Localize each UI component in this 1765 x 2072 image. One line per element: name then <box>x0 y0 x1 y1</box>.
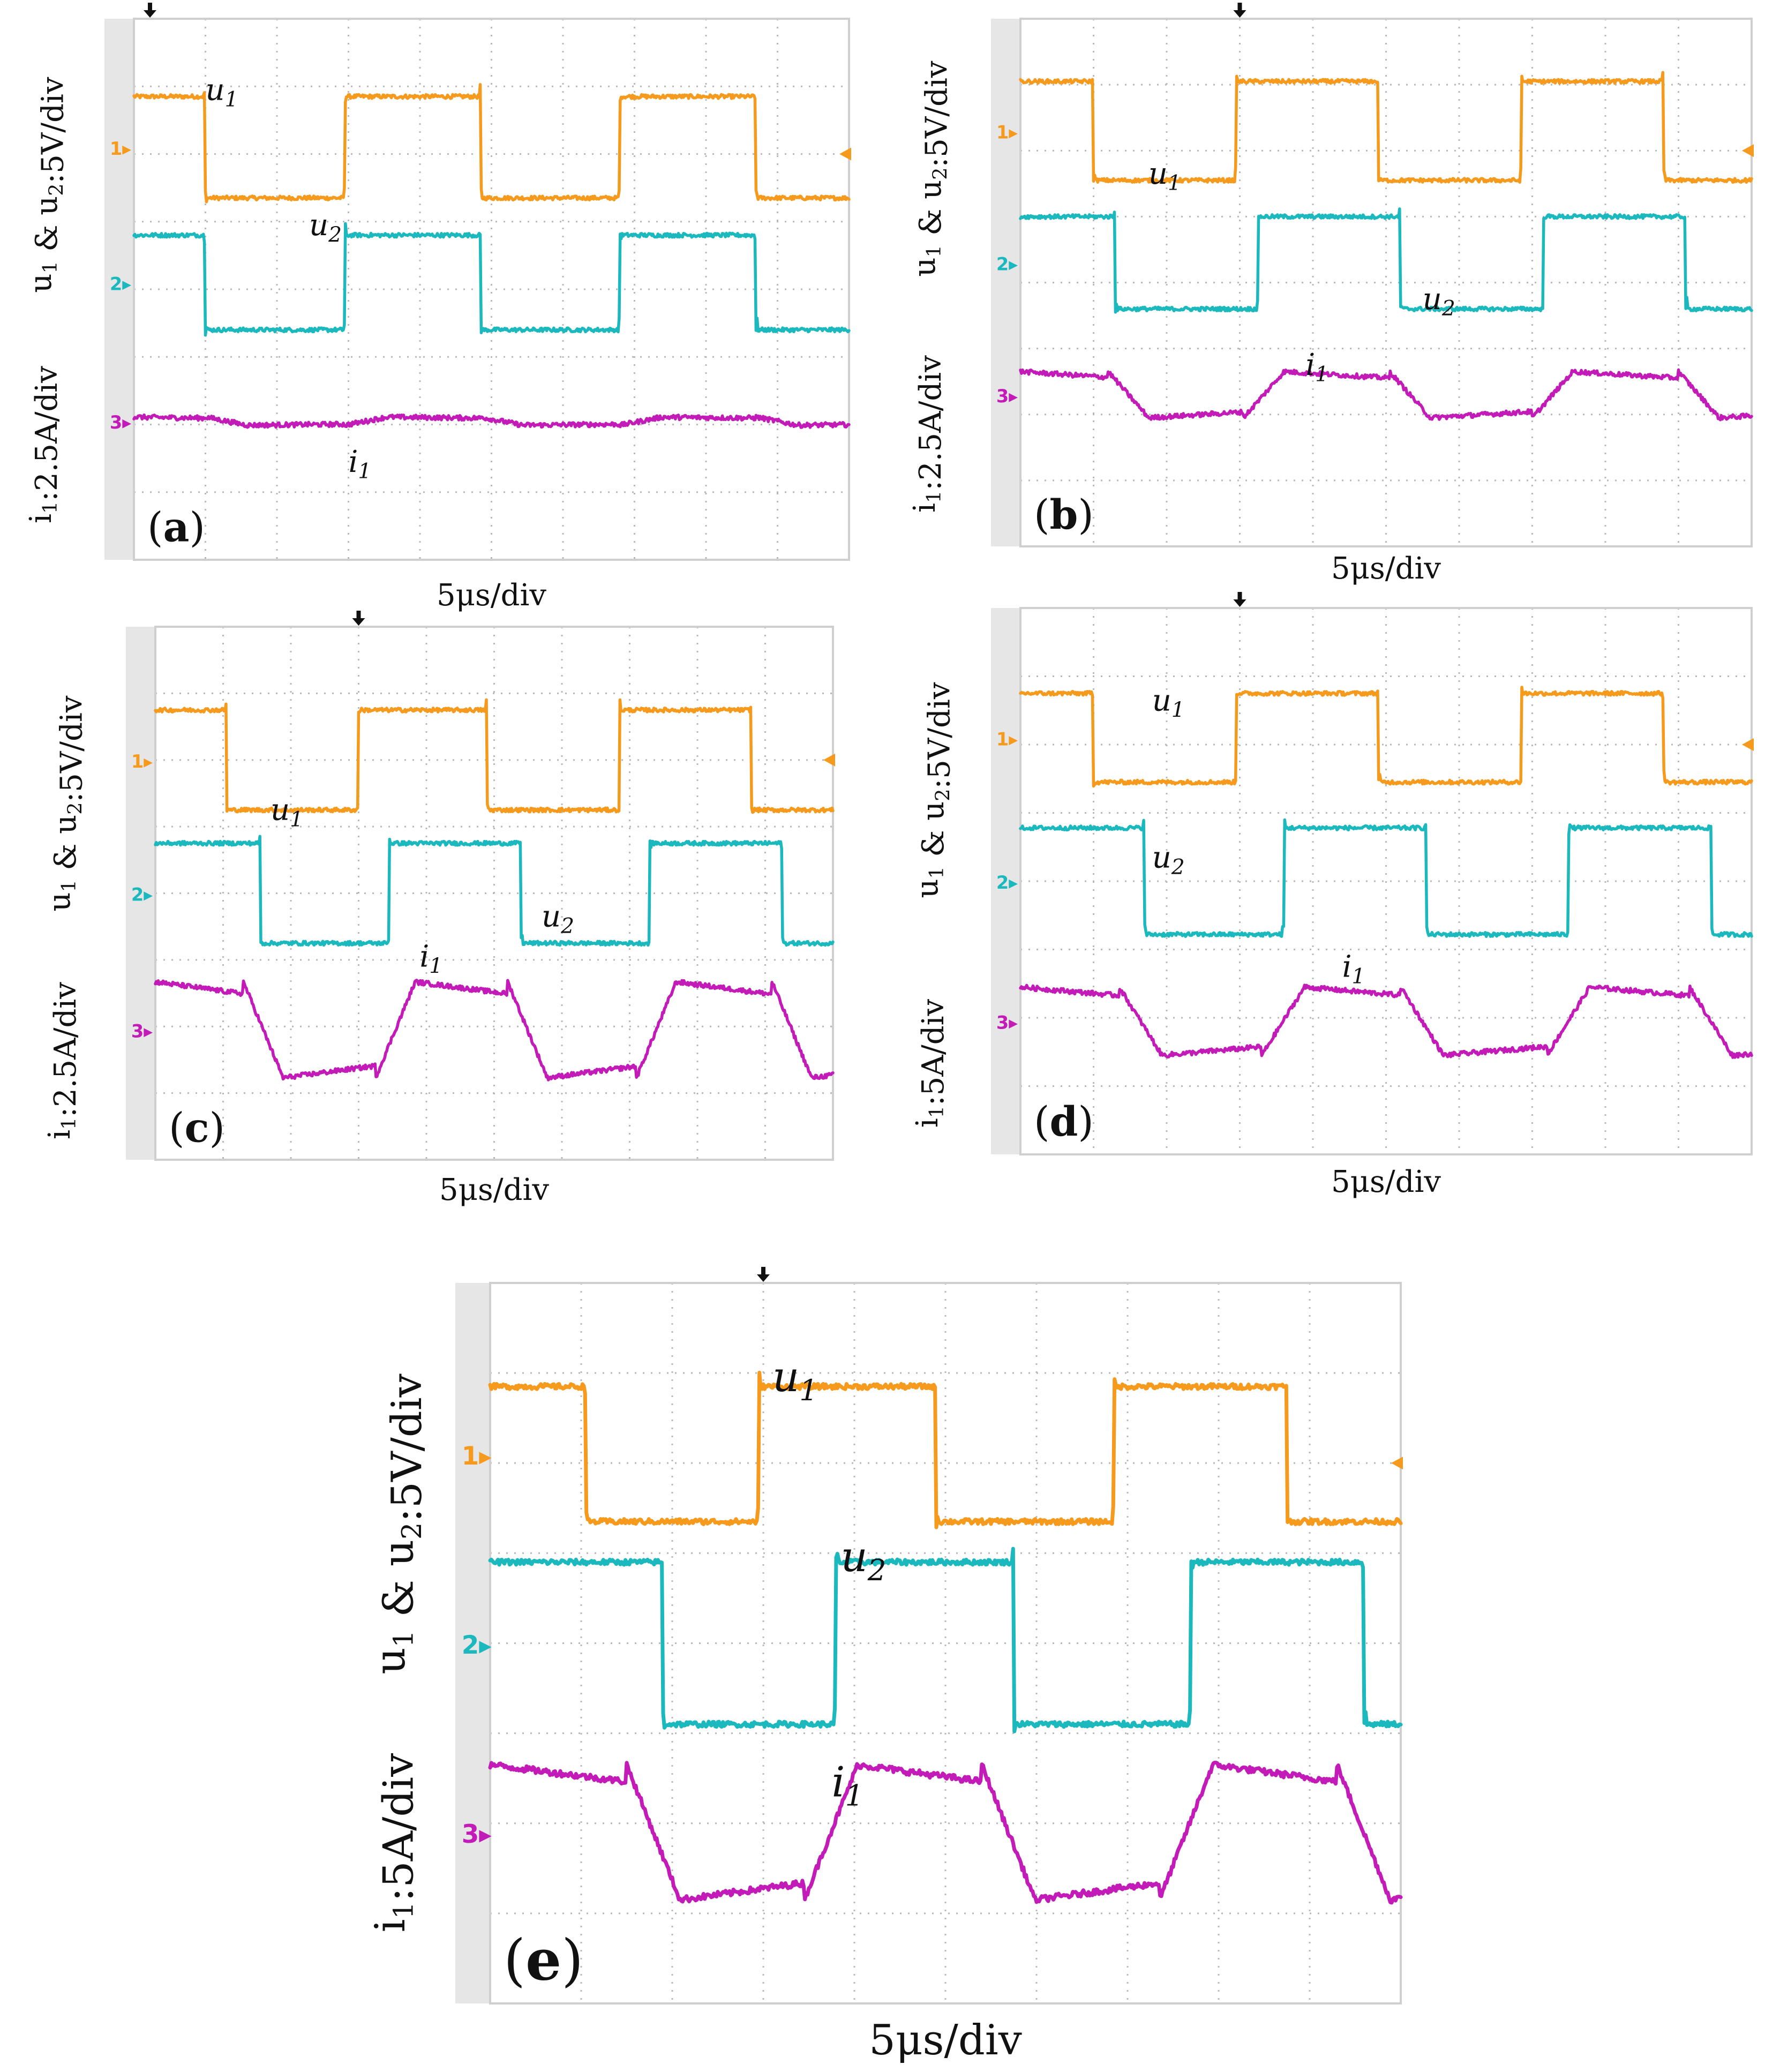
level-arrow <box>1742 738 1754 751</box>
trace-label-u2: u2 <box>841 1533 887 1587</box>
trace-i1 <box>1019 984 1753 1059</box>
scope-border <box>1019 18 1753 547</box>
channel-marker-3: 3▸ <box>110 412 131 433</box>
trigger-marker <box>757 1267 770 1282</box>
channel-marker-1: 1▸ <box>131 751 153 772</box>
trace-label-i1: i1 <box>1305 348 1328 387</box>
scope-border <box>154 626 834 1161</box>
scope-border <box>1019 607 1753 1155</box>
y-axis-label: u1 & u2:5V/div <box>366 1373 431 1675</box>
trace-u1 <box>1019 686 1753 788</box>
trace-label-u1: u1 <box>206 73 238 112</box>
trace-i1 <box>132 413 851 429</box>
trace-u1 <box>488 1370 1403 1529</box>
trace-label-u1: u1 <box>772 1353 818 1407</box>
trace-u1 <box>1019 71 1753 184</box>
channel-marker-2: 2▸ <box>462 1631 492 1660</box>
trace-label-u1: u1 <box>271 793 303 832</box>
scope-bezel <box>104 19 134 560</box>
trace-label-u2: u2 <box>309 208 342 247</box>
trace-label-u2: u2 <box>542 899 574 939</box>
scope-grid <box>134 19 849 560</box>
y-axis-label: u1 & u2:5V/div <box>24 77 70 292</box>
channel-marker-2: 2▸ <box>110 273 131 294</box>
scope-grid <box>1020 19 1752 546</box>
trace-u2 <box>1019 818 1753 939</box>
channel-marker-2: 2▸ <box>996 254 1018 275</box>
panel-label: (d) <box>1034 1098 1094 1145</box>
channel-marker-3: 3▸ <box>462 1820 492 1849</box>
y-axis-label: u1 & u2:5V/div <box>42 695 89 911</box>
x-axis-label: 5μs/div <box>869 2016 1022 2065</box>
scope-grid <box>155 627 833 1160</box>
scope-border <box>489 1282 1402 2005</box>
scope-screen <box>1020 19 1752 546</box>
trace-u1 <box>132 82 851 204</box>
level-arrow <box>1742 144 1754 157</box>
level-arrow <box>823 753 835 767</box>
scope-panel-e: 1▸ u1 2▸ u2 3▸ i1 (e) u1 & u2:5V/div i1:5A/div 5μ… <box>366 1267 1403 2065</box>
trace-label-i1: i1 <box>1342 950 1365 989</box>
trigger-marker <box>1233 3 1246 18</box>
trigger-marker <box>352 611 365 626</box>
channel-marker-1: 1▸ <box>996 729 1018 749</box>
x-axis-label: 5μs/div <box>1331 551 1441 586</box>
trigger-marker <box>144 3 156 18</box>
x-axis-label: 5μs/div <box>1331 1165 1441 1199</box>
y-axis-label: i1:2.5A/div <box>42 982 83 1139</box>
y-axis-label: i1:2.5A/div <box>24 366 64 523</box>
y-axis-label: u1 & u2:5V/div <box>910 682 957 898</box>
scope-grid <box>1020 608 1752 1154</box>
level-arrow <box>839 147 851 161</box>
trace-u2 <box>1019 207 1753 314</box>
y-axis-label: i1:5A/div <box>910 999 951 1128</box>
trace-label-u1: u1 <box>1152 683 1185 722</box>
panel-label: (a) <box>147 504 205 551</box>
scope-bezel <box>126 627 155 1160</box>
trace-label-i1: i1 <box>349 445 372 484</box>
trace-i1 <box>488 1760 1403 1905</box>
y-axis-label: i1:5A/div <box>366 1753 423 1933</box>
trace-u2 <box>488 1547 1403 1733</box>
trace-label-u2: u2 <box>1423 282 1455 321</box>
trace-u1 <box>154 698 835 814</box>
scope-bezel <box>991 19 1020 546</box>
trace-u2 <box>154 835 835 947</box>
x-axis-label: 5μs/div <box>437 578 546 613</box>
trace-label-i1: i1 <box>419 939 442 978</box>
channel-marker-2: 2▸ <box>996 872 1018 893</box>
channel-marker-3: 3▸ <box>131 1020 153 1041</box>
channel-marker-3: 3▸ <box>996 386 1018 407</box>
channel-marker-1: 1▸ <box>110 138 131 159</box>
panel-label: (c) <box>169 1103 225 1151</box>
panel-label: (b) <box>1034 491 1094 538</box>
trace-i1 <box>1019 368 1753 422</box>
trace-label-u2: u2 <box>1152 840 1185 880</box>
y-axis-label: i1:2.5A/div <box>907 355 948 513</box>
scope-screen <box>490 1283 1401 2003</box>
y-axis-label: u1 & u2:5V/div <box>907 61 954 276</box>
scope-bezel <box>455 1283 490 2003</box>
trace-u2 <box>132 222 851 337</box>
x-axis-label: 5μs/div <box>439 1173 549 1207</box>
scope-panel-a: 1▸ u1 2▸ u2 3▸ i1 (a) u1 & u2:5V/div i1:2.5A/div… <box>24 3 851 613</box>
scope-panel-d: 1▸ u1 2▸ u2 3▸ i1 (d) u1 & u2:5V/div i1:5A/div 5μ… <box>910 592 1754 1199</box>
trace-i1 <box>154 979 835 1082</box>
trace-label-i1: i1 <box>832 1758 864 1812</box>
channel-marker-2: 2▸ <box>131 884 153 905</box>
trace-label-u1: u1 <box>1148 156 1181 196</box>
scope-border <box>133 18 850 561</box>
channel-marker-3: 3▸ <box>996 1012 1018 1033</box>
trigger-marker <box>1233 592 1246 607</box>
scope-panel-c: 1▸ u1 2▸ u2 3▸ i1 (c) u1 & u2:5V/div i1:2.5A/div… <box>42 611 835 1207</box>
channel-marker-1: 1▸ <box>996 122 1018 142</box>
channel-marker-1: 1▸ <box>462 1442 492 1471</box>
scope-bezel <box>991 608 1020 1154</box>
panel-label: (e) <box>504 1927 583 1993</box>
scope-panel-b: 1▸ u1 2▸ u2 3▸ i1 (b) u1 & u2:5V/div i1:2.5A/div… <box>907 3 1754 586</box>
level-arrow <box>1391 1457 1403 1470</box>
